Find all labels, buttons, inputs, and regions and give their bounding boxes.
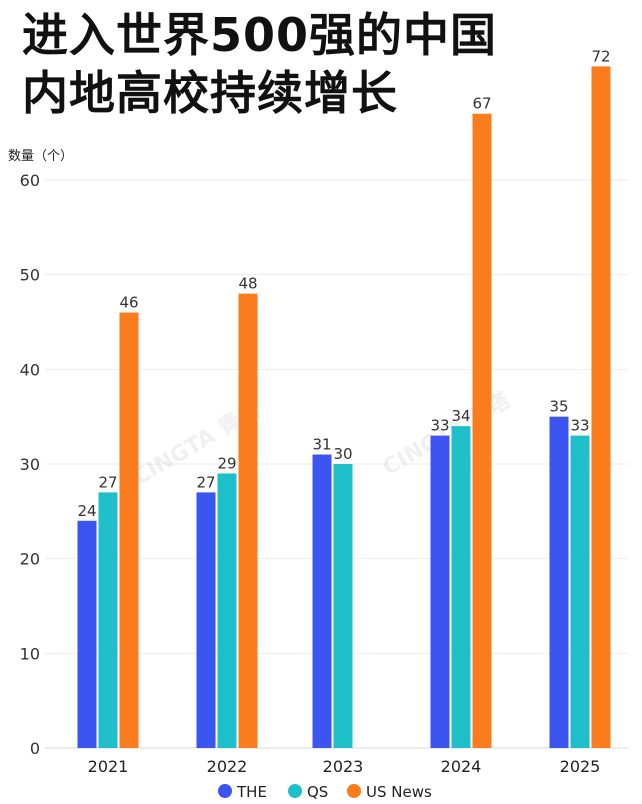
legend-label: US News bbox=[366, 783, 432, 801]
x-tick-label: 2021 bbox=[88, 757, 129, 776]
data-label: 34 bbox=[451, 407, 470, 425]
data-label: 24 bbox=[77, 502, 96, 520]
bar-the-2024 bbox=[430, 435, 450, 748]
title-line-1: 进入世界500强的中国 bbox=[22, 8, 498, 62]
y-tick-label: 40 bbox=[20, 360, 40, 379]
legend-marker bbox=[347, 784, 361, 798]
legend-marker bbox=[218, 784, 232, 798]
bar-the-2022 bbox=[196, 492, 216, 748]
data-label: 27 bbox=[196, 473, 215, 491]
bars bbox=[77, 66, 611, 748]
data-label: 72 bbox=[591, 47, 610, 65]
bar-qs-2023 bbox=[333, 464, 353, 748]
bar-us-news-2025 bbox=[591, 66, 611, 748]
bar-the-2025 bbox=[549, 416, 569, 748]
data-label: 33 bbox=[430, 417, 449, 435]
bar-qs-2021 bbox=[98, 492, 118, 748]
bar-us-news-2021 bbox=[119, 312, 139, 748]
title-line-2: 内地高校持续增长 bbox=[22, 66, 398, 120]
bar-qs-2024 bbox=[451, 426, 471, 748]
y-tick-label: 20 bbox=[20, 550, 40, 569]
bar-the-2021 bbox=[77, 520, 97, 748]
bar-us-news-2022 bbox=[238, 293, 258, 748]
data-label: 67 bbox=[472, 95, 491, 113]
bar-us-news-2024 bbox=[472, 113, 492, 748]
y-tick-label: 10 bbox=[20, 644, 40, 663]
y-axis-label: 数量（个） bbox=[8, 149, 73, 164]
legend-label: QS bbox=[307, 783, 328, 801]
bar-the-2023 bbox=[312, 454, 332, 748]
x-tick-label: 2023 bbox=[323, 757, 364, 776]
legend-marker bbox=[288, 784, 302, 798]
data-label: 48 bbox=[238, 275, 257, 293]
data-label: 27 bbox=[98, 473, 117, 491]
y-tick-label: 50 bbox=[20, 266, 40, 285]
x-tick-label: 2025 bbox=[560, 757, 601, 776]
y-tick-label: 60 bbox=[20, 171, 40, 190]
data-label: 33 bbox=[570, 417, 589, 435]
legend-label: THE bbox=[236, 783, 267, 801]
data-label: 29 bbox=[217, 454, 236, 472]
data-label: 31 bbox=[312, 436, 331, 454]
chart-title: 进入世界500强的中国 内地高校持续增长 bbox=[22, 6, 622, 122]
x-axis-ticks: 2021 2022 2023 2024 2025 bbox=[88, 757, 601, 776]
bar-qs-2025 bbox=[570, 435, 590, 748]
data-label: 30 bbox=[333, 445, 352, 463]
x-tick-label: 2022 bbox=[207, 757, 248, 776]
bar-qs-2022 bbox=[217, 473, 237, 748]
data-label: 35 bbox=[549, 398, 568, 416]
data-label: 46 bbox=[119, 294, 138, 312]
y-tick-label: 30 bbox=[20, 455, 40, 474]
legend: THE QS US News bbox=[218, 783, 432, 801]
y-tick-label: 0 bbox=[30, 739, 40, 758]
y-axis-ticks: 0 10 20 30 40 50 60 bbox=[20, 171, 40, 758]
x-tick-label: 2024 bbox=[441, 757, 482, 776]
